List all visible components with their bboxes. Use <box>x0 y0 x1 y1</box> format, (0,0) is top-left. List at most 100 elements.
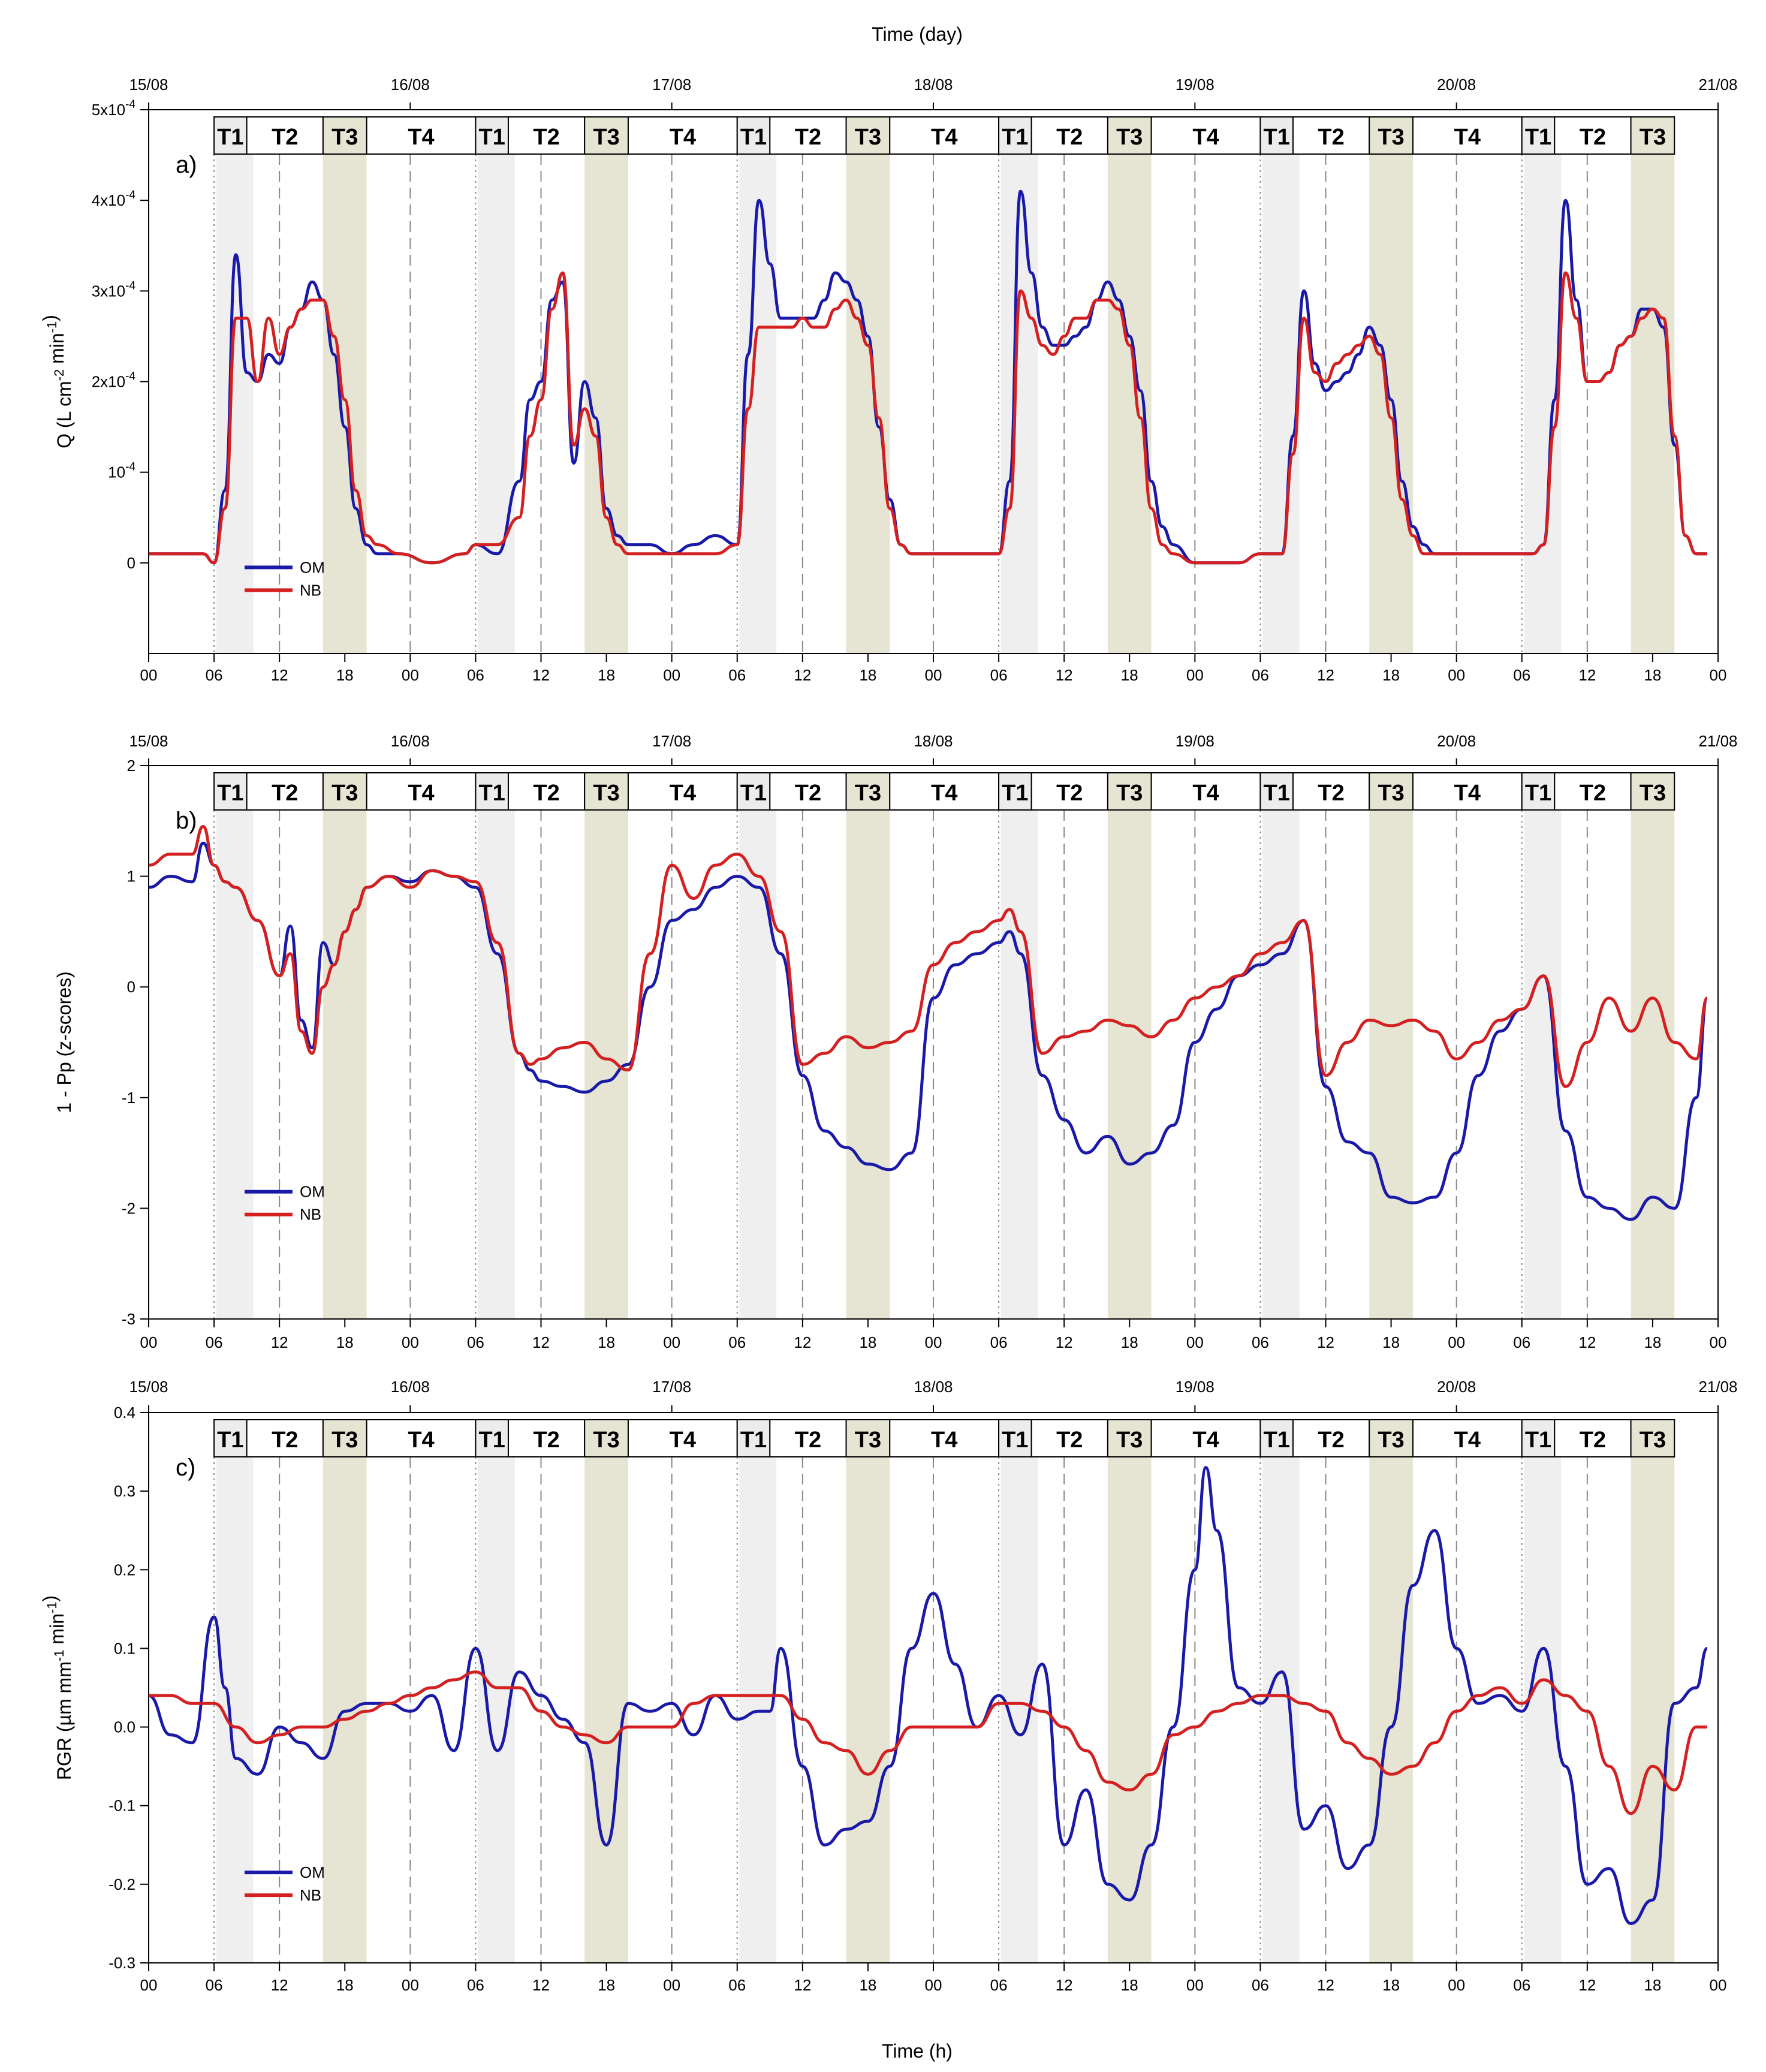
t1-band <box>1262 1457 1300 1963</box>
y-tick-label: -1 <box>122 1089 135 1107</box>
t3-band <box>323 810 367 1319</box>
phase-label: T4 <box>931 1427 957 1453</box>
phase-box <box>366 116 477 155</box>
phase-label: T2 <box>272 125 298 150</box>
phase-label: T3 <box>331 781 358 806</box>
series-line-nb <box>148 825 1709 1088</box>
x-tick-label: 12 <box>271 666 288 684</box>
phase-label: T2 <box>1580 1427 1606 1453</box>
phase-label: T2 <box>533 781 559 806</box>
phase-box <box>769 116 847 155</box>
phase-label: T1 <box>1002 781 1028 806</box>
t3-band <box>846 154 890 653</box>
x-tick-label: 00 <box>925 1976 942 1994</box>
phase-label: T3 <box>855 781 881 806</box>
phase-label: T1 <box>740 125 767 150</box>
date-label: 18/08 <box>914 76 953 94</box>
phase-label: T2 <box>1318 125 1344 150</box>
phase-box <box>475 116 509 155</box>
x-tick-label: 06 <box>990 666 1008 684</box>
date-label: 19/08 <box>1176 732 1214 750</box>
phase-label: T4 <box>931 781 957 806</box>
phase-label: T3 <box>593 1427 619 1453</box>
x-tick-label: 18 <box>336 1333 354 1351</box>
x-tick-label: 18 <box>1382 1333 1400 1351</box>
phase-box <box>322 772 367 811</box>
phase-box <box>213 116 248 155</box>
x-tick-label: 12 <box>1317 1333 1334 1351</box>
x-tick-label: 18 <box>1121 666 1138 684</box>
phase-label: T4 <box>408 781 434 806</box>
phase-box <box>1369 1419 1414 1457</box>
t1-band <box>216 810 254 1319</box>
date-label: 16/08 <box>391 76 430 94</box>
phase-label: T3 <box>331 1427 358 1453</box>
phase-label: T1 <box>1525 1427 1551 1453</box>
legend-label: NB <box>300 1886 321 1904</box>
phase-box <box>1521 1419 1556 1457</box>
t3-band <box>1631 154 1675 653</box>
phase-label: T1 <box>479 125 505 150</box>
x-tick-label: 12 <box>794 666 811 684</box>
x-tick-label: 18 <box>598 1333 615 1351</box>
x-tick-label: 12 <box>794 1976 811 1994</box>
date-label: 17/08 <box>652 732 691 750</box>
phase-box <box>1107 1419 1152 1457</box>
t3-band <box>846 1457 890 1963</box>
phase-label: T4 <box>1192 781 1219 806</box>
y-tick-label: 0.4 <box>114 1404 135 1422</box>
x-tick-label: 00 <box>925 666 942 684</box>
y-tick-label: 0 <box>127 554 135 572</box>
date-label: 18/08 <box>914 1378 953 1396</box>
y-tick-label: 0.0 <box>114 1718 135 1736</box>
x-tick-label: 18 <box>859 1976 876 1994</box>
t3-band <box>1369 1457 1413 1963</box>
x-tick-label: 00 <box>402 1333 419 1351</box>
x-tick-label: 06 <box>1513 1333 1530 1351</box>
x-tick-label: 12 <box>1578 666 1596 684</box>
y-tick-label: 5x10-4 <box>92 98 136 119</box>
date-label: 20/08 <box>1437 1378 1476 1396</box>
x-tick-label: 18 <box>1382 666 1400 684</box>
legend-label: OM <box>300 1863 325 1881</box>
phase-box <box>998 1419 1032 1457</box>
t1-band <box>216 154 254 653</box>
series-line-nb <box>148 1670 1707 1815</box>
x-tick-label: 06 <box>467 1333 484 1351</box>
phase-box <box>998 116 1032 155</box>
x-tick-label: 00 <box>1448 666 1465 684</box>
phase-box <box>1107 772 1152 811</box>
phase-label: T4 <box>1454 125 1481 150</box>
phase-label: T2 <box>1318 781 1344 806</box>
phase-box <box>1369 116 1414 155</box>
phase-label: T2 <box>1056 125 1083 150</box>
top-axis-title: Time (day) <box>872 23 963 45</box>
x-tick-label: 12 <box>1578 1976 1596 1994</box>
x-tick-label: 00 <box>1448 1976 1465 1994</box>
x-tick-label: 06 <box>1252 1333 1269 1351</box>
phase-box <box>246 116 324 155</box>
t1-band <box>1262 154 1300 653</box>
x-tick-label: 06 <box>467 1976 484 1994</box>
phase-label: T3 <box>1378 781 1404 806</box>
phase-box <box>475 772 509 811</box>
phase-box <box>1630 1419 1675 1457</box>
phase-box <box>1630 116 1675 155</box>
phase-box <box>1030 772 1108 811</box>
t1-band <box>478 154 515 653</box>
t3-band <box>584 810 628 1319</box>
y-tick-label: -3 <box>122 1310 135 1328</box>
date-label: 15/08 <box>129 732 168 750</box>
x-tick-label: 00 <box>1710 1333 1727 1351</box>
phase-box <box>246 772 324 811</box>
x-tick-label: 18 <box>598 1976 615 1994</box>
phase-label: T3 <box>1378 125 1404 150</box>
t3-band <box>1369 810 1413 1319</box>
x-tick-label: 18 <box>1644 1976 1661 1994</box>
x-tick-label: 00 <box>1710 666 1727 684</box>
x-tick-label: 06 <box>728 1976 746 1994</box>
x-tick-label: 06 <box>990 1333 1008 1351</box>
x-tick-label: 18 <box>598 666 615 684</box>
bottom-axis-title: Time (h) <box>882 2040 953 2062</box>
phase-label: T3 <box>593 125 619 150</box>
